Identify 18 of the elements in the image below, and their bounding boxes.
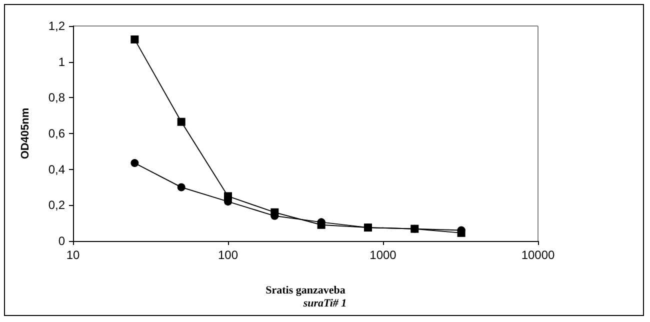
- y-tick-label: 1: [58, 54, 66, 69]
- point: [177, 118, 186, 126]
- y-tick-label: 0: [58, 234, 66, 248]
- text: suraTi# 1: [302, 298, 347, 310]
- x-tick-label: 10000: [521, 248, 556, 262]
- point: [130, 35, 139, 44]
- point: [177, 183, 186, 192]
- y-tick-label: 0,4: [48, 162, 66, 176]
- y-tick-label: 0,8: [48, 90, 66, 105]
- y-tick-label: 1,2: [48, 19, 66, 33]
- y-tick-label: 0,2: [48, 198, 66, 212]
- x-tick-label: 10: [66, 248, 80, 262]
- x-tick-label: 1000: [370, 248, 397, 262]
- y-tick-label: 0,6: [48, 126, 66, 140]
- x-tick-label: 100: [218, 248, 238, 262]
- y-axis-title: OD405nm: [20, 108, 32, 160]
- x-axis-title: Sratis ganzaveba: [266, 284, 346, 296]
- point: [130, 159, 139, 168]
